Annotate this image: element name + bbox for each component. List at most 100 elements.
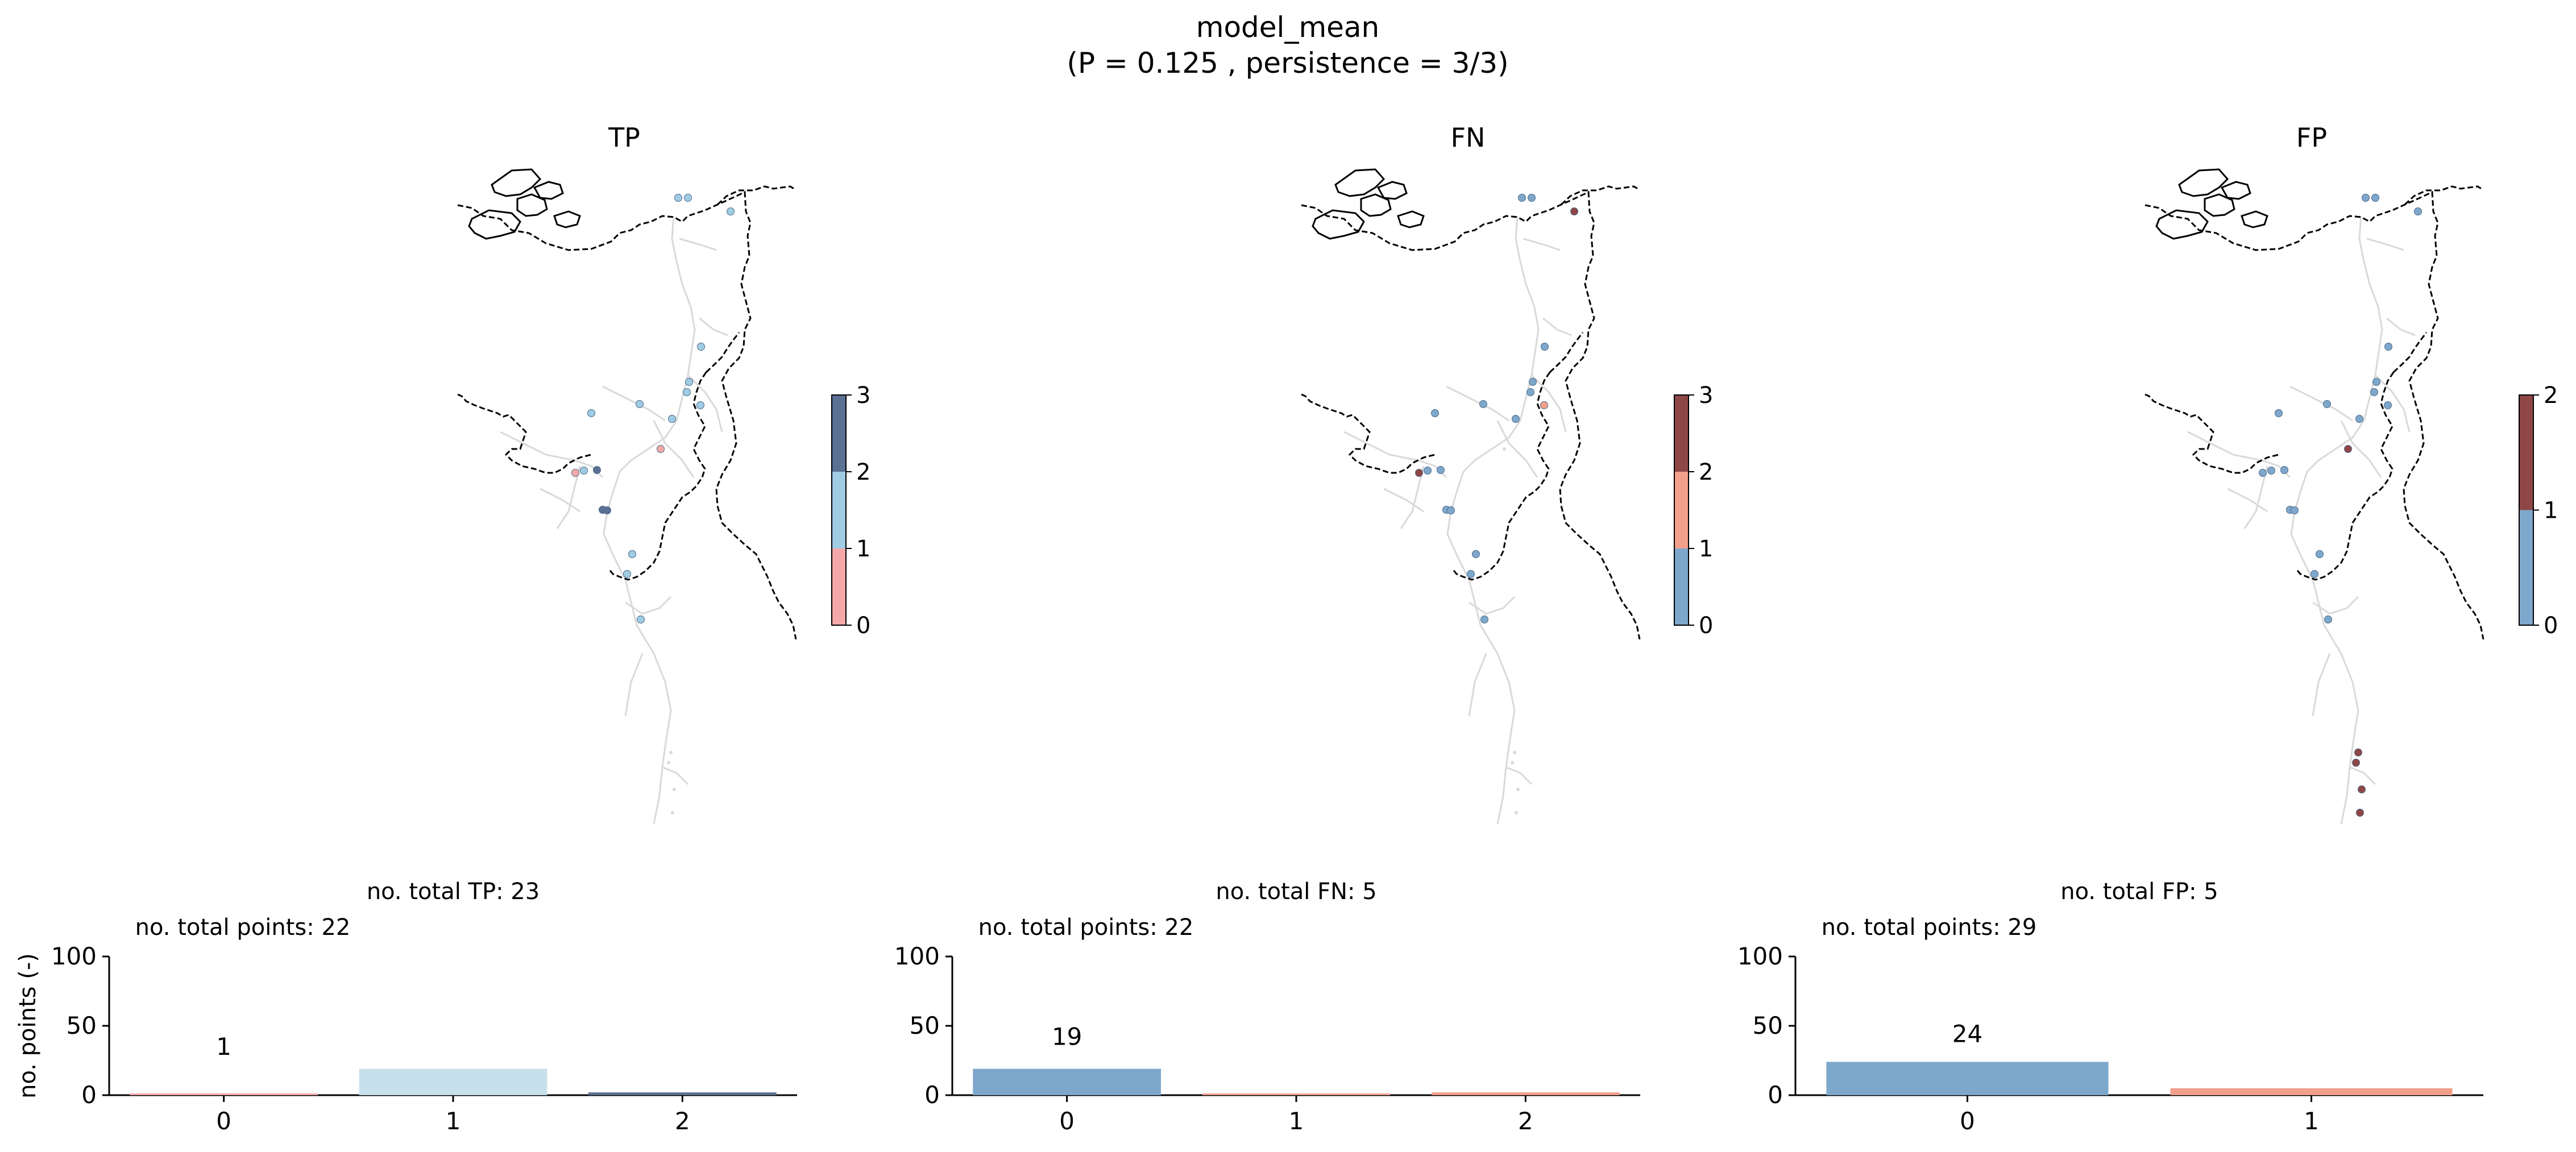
station-point xyxy=(1431,409,1439,417)
country-border xyxy=(457,190,797,640)
country-border xyxy=(607,372,707,581)
station-point xyxy=(2352,759,2360,767)
map-panels: TP 0 1 2 3 FN 0 1 2 3 FP 0 1 2 xyxy=(457,122,2558,825)
station-point xyxy=(2384,401,2392,409)
station-point xyxy=(1528,194,1536,202)
bar xyxy=(973,1068,1162,1095)
lake-outline xyxy=(1397,210,1425,228)
bar-value-label: 24 xyxy=(1952,1020,1982,1048)
country-border xyxy=(457,393,592,474)
x-tick-label: 1 xyxy=(1289,1107,1304,1135)
y-tick-label: 50 xyxy=(1753,1012,1783,1039)
map-panel-1: FN 0 1 2 3 xyxy=(1301,122,1713,825)
y-tick-label: 100 xyxy=(894,942,940,970)
river-line xyxy=(687,374,723,432)
colorbar-segment xyxy=(832,548,846,625)
station-point xyxy=(1540,401,1548,409)
map-panel-0: TP 0 1 2 3 xyxy=(457,122,870,825)
station-point xyxy=(2267,467,2275,475)
station-point xyxy=(587,409,595,417)
lake-outline xyxy=(2204,193,2235,217)
x-tick-label: 0 xyxy=(1059,1107,1075,1135)
station-point xyxy=(1424,467,1432,475)
y-tick-label: 100 xyxy=(1737,942,1783,970)
colorbar-segment xyxy=(1674,395,1689,472)
country-border xyxy=(2295,372,2395,581)
station-point xyxy=(1472,550,1480,558)
x-tick-label: 1 xyxy=(2304,1107,2319,1135)
colorbar-tick-label: 0 xyxy=(2544,613,2558,639)
colorbar-segment xyxy=(2519,395,2533,510)
river-line xyxy=(1446,215,1540,825)
river-line xyxy=(2340,420,2382,478)
lake-outline xyxy=(1376,181,1408,200)
bar xyxy=(1431,1092,1620,1095)
station-point xyxy=(2372,378,2380,386)
station-point xyxy=(684,194,692,202)
river-line xyxy=(2243,465,2268,529)
station-point xyxy=(1513,751,1516,754)
station-point xyxy=(1437,466,1445,474)
station-point xyxy=(1479,400,1487,408)
river-line xyxy=(2374,374,2411,432)
river-line xyxy=(2227,488,2268,513)
y-tick-label: 0 xyxy=(81,1081,97,1109)
station-point xyxy=(668,415,676,423)
station-point xyxy=(2371,194,2379,202)
station-point xyxy=(1570,207,1578,215)
station-point xyxy=(623,570,631,578)
station-point xyxy=(2324,615,2332,623)
river-line xyxy=(1343,431,1447,479)
station-point xyxy=(657,445,665,453)
station-point xyxy=(1541,343,1549,351)
colorbar: 0 1 2 3 xyxy=(831,382,870,639)
station-point xyxy=(669,751,673,754)
country-border xyxy=(1451,372,1551,581)
total-label: no. total TP: 23 xyxy=(367,879,540,905)
station-point xyxy=(2358,785,2366,793)
colorbar-tick-label: 1 xyxy=(1699,536,1713,562)
station-point xyxy=(1512,415,1520,423)
colorbar-segment xyxy=(2519,510,2533,625)
country-border xyxy=(2404,185,2483,206)
river-line xyxy=(625,596,672,615)
lake-outline xyxy=(2241,210,2268,228)
river-line xyxy=(2187,431,2291,479)
bar xyxy=(2170,1088,2453,1095)
lake-outline xyxy=(491,168,542,197)
bar-panel-1: no. total FN: 5no. total points: 2205010… xyxy=(894,879,1640,1135)
map-title: FN xyxy=(1451,122,1486,153)
river-line xyxy=(1505,766,1533,785)
lake-outline xyxy=(468,209,521,240)
river-line xyxy=(662,766,689,785)
station-point xyxy=(2310,570,2318,578)
river-line xyxy=(2349,766,2376,785)
lake-outline xyxy=(1312,209,1365,240)
station-point xyxy=(580,467,588,475)
x-tick-label: 2 xyxy=(675,1107,690,1135)
colorbar-tick-label: 1 xyxy=(2544,498,2558,524)
station-point xyxy=(2356,809,2364,817)
y-tick-label: 50 xyxy=(910,1012,940,1039)
country-border xyxy=(2392,332,2428,373)
country-border xyxy=(1301,190,1641,640)
y-tick-label: 0 xyxy=(1768,1081,1783,1109)
station-point xyxy=(685,378,693,386)
river-line xyxy=(1523,238,1561,251)
lake-outline xyxy=(2155,209,2209,240)
station-point xyxy=(696,401,704,409)
station-point xyxy=(2370,388,2378,396)
country-border xyxy=(1560,185,1639,206)
total-label: no. total FP: 5 xyxy=(2060,879,2218,905)
y-tick-label: 0 xyxy=(924,1081,940,1109)
station-point xyxy=(2323,400,2331,408)
bar-value-label: 19 xyxy=(1052,1022,1082,1050)
station-point xyxy=(603,506,611,514)
colorbar: 0 1 2 3 xyxy=(1674,382,1713,639)
station-point xyxy=(2384,343,2392,351)
colorbar-segment xyxy=(1674,548,1689,625)
station-point xyxy=(1480,615,1488,623)
river-line xyxy=(603,215,696,825)
bar-value-label: 1 xyxy=(216,1033,231,1060)
station-point xyxy=(637,615,645,623)
